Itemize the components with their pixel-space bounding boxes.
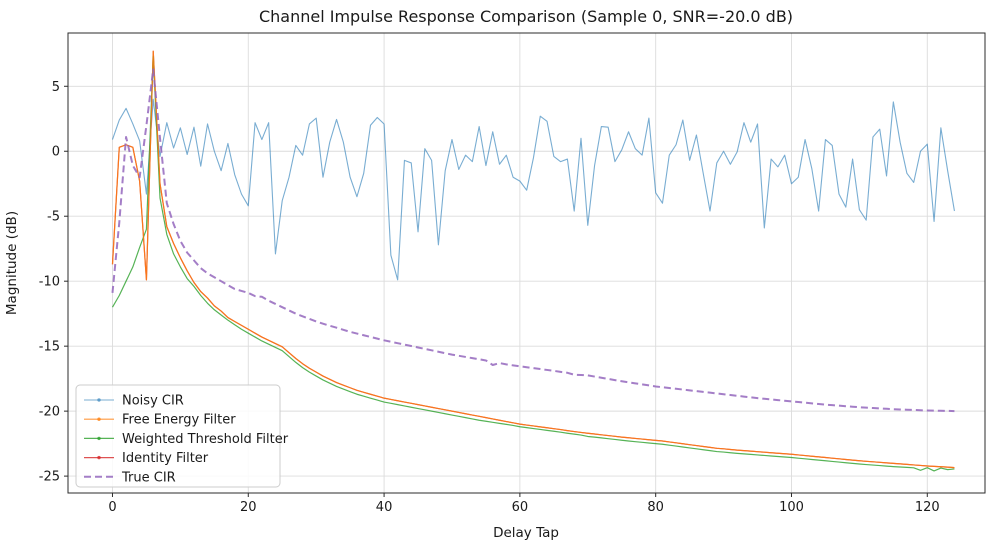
- legend-label-noisy-cir: Noisy CIR: [122, 394, 184, 409]
- y-tick-label: -5: [47, 210, 60, 225]
- series-line-true-cir: [111, 68, 955, 413]
- y-tick-label: 0: [52, 145, 60, 160]
- axis-ticks: 0 20 40 60 80 100 120 5 0 -5 -10 -15 -20 -25: [39, 80, 940, 515]
- chart-title: Channel Impulse Response Comparison (Sam…: [259, 7, 793, 26]
- x-tick-label: 80: [647, 500, 664, 515]
- legend-marker-dot: [97, 398, 101, 402]
- x-tick-label: 20: [240, 500, 257, 515]
- legend-label-weighted-threshold-filter: Weighted Threshold Filter: [122, 432, 289, 447]
- legend-box: [75, 384, 281, 488]
- y-tick-label: -15: [39, 340, 60, 355]
- y-tick-label: 5: [52, 80, 60, 95]
- axes-spines: [67, 32, 986, 494]
- legend-marker-dot: [97, 455, 101, 460]
- legend-label-free-energy-filter: Free Energy Filter: [122, 413, 236, 428]
- series-line-weighted-threshold-filter: [111, 55, 955, 472]
- legend: Noisy CIR Free Energy Filter Weighted Thre…: [75, 384, 289, 488]
- series-line-free-energy-filter: [111, 50, 955, 469]
- legend-label-true-cir: True CIR: [121, 470, 176, 485]
- y-tick-label: -10: [39, 275, 60, 290]
- y-tick-label: -20: [39, 405, 60, 420]
- y-tick-label: -25: [39, 470, 60, 485]
- x-tick-label: 40: [376, 500, 393, 515]
- x-tick-label: 60: [512, 500, 529, 515]
- x-tick-label: 100: [779, 500, 804, 515]
- series-lines: [111, 50, 955, 472]
- x-tick-label: 120: [915, 500, 940, 515]
- series-line-noisy-cir: [111, 98, 955, 281]
- legend-marker-dot: [97, 436, 101, 441]
- x-axis-label: Delay Tap: [493, 525, 559, 541]
- legend-marker-dot: [97, 417, 101, 421]
- x-tick-label: 0: [108, 500, 116, 515]
- y-axis-label: Magnitude (dB): [4, 211, 20, 315]
- plot-frame: [67, 32, 986, 494]
- legend-label-identity-filter: Identity Filter: [122, 451, 209, 466]
